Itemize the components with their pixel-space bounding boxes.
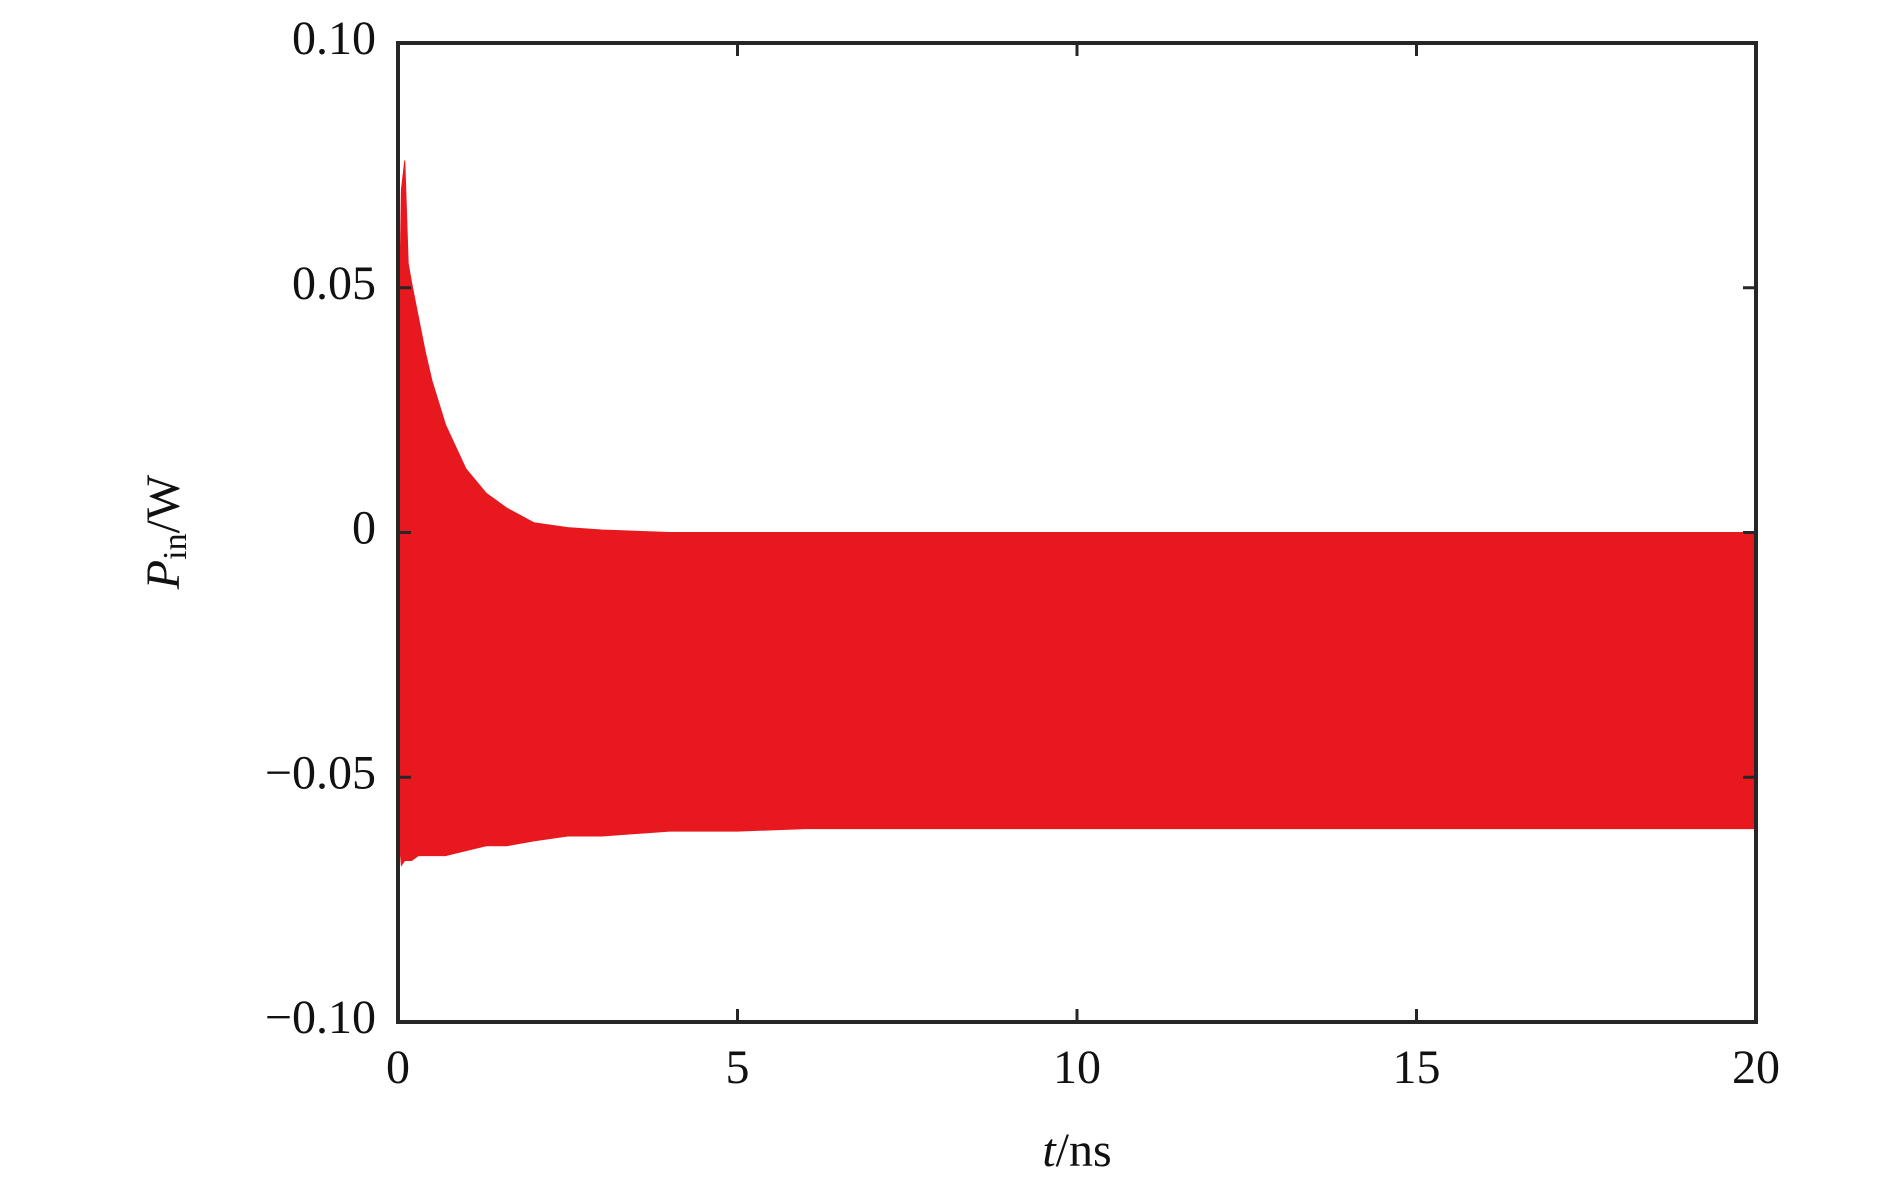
signal-area: [397, 532, 1757, 867]
x-axis-label: t/ns: [1042, 1124, 1111, 1177]
x-tick-label: 15: [1393, 1041, 1441, 1094]
y-tick-label: −0.05: [265, 746, 376, 799]
y-tick-label: 0.10: [292, 12, 376, 65]
x-tick-label: 20: [1732, 1041, 1780, 1094]
signal-area: [397, 160, 1756, 533]
x-tick-label: 5: [726, 1041, 750, 1094]
y-tick-label: −0.10: [265, 991, 376, 1044]
y-tick-label: 0: [352, 502, 376, 555]
x-tick-label: 10: [1053, 1041, 1101, 1094]
y-label-var: P: [137, 560, 190, 590]
x-tick-label: 0: [386, 1041, 410, 1094]
y-label-sub: in: [157, 533, 194, 559]
x-label-unit: /ns: [1056, 1124, 1112, 1177]
y-label-unit: /W: [137, 474, 190, 533]
y-tick-label: 0.05: [292, 257, 376, 310]
x-label-var: t: [1042, 1124, 1057, 1177]
y-axis-label: Pin/W: [137, 474, 194, 590]
